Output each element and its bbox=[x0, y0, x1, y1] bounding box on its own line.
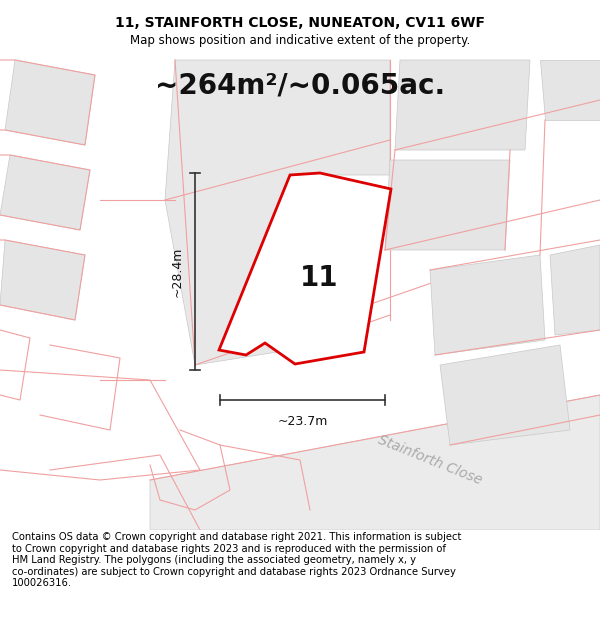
Text: ~28.4m: ~28.4m bbox=[170, 246, 184, 297]
Polygon shape bbox=[395, 60, 530, 150]
Text: 11: 11 bbox=[299, 264, 338, 292]
Polygon shape bbox=[540, 60, 600, 120]
Polygon shape bbox=[150, 395, 600, 530]
Polygon shape bbox=[5, 60, 95, 145]
Text: ~23.7m: ~23.7m bbox=[277, 415, 328, 428]
Polygon shape bbox=[440, 345, 570, 445]
Polygon shape bbox=[0, 240, 85, 320]
Text: Map shows position and indicative extent of the property.: Map shows position and indicative extent… bbox=[130, 34, 470, 47]
Text: 11, STAINFORTH CLOSE, NUNEATON, CV11 6WF: 11, STAINFORTH CLOSE, NUNEATON, CV11 6WF bbox=[115, 16, 485, 30]
Text: ~264m²/~0.065ac.: ~264m²/~0.065ac. bbox=[155, 71, 445, 99]
Polygon shape bbox=[219, 173, 391, 364]
Polygon shape bbox=[430, 255, 545, 355]
Polygon shape bbox=[550, 245, 600, 335]
Polygon shape bbox=[0, 155, 90, 230]
Text: Contains OS data © Crown copyright and database right 2021. This information is : Contains OS data © Crown copyright and d… bbox=[12, 532, 461, 588]
Text: Stainforth Close: Stainforth Close bbox=[376, 432, 484, 488]
Polygon shape bbox=[385, 160, 510, 250]
Polygon shape bbox=[165, 60, 390, 365]
